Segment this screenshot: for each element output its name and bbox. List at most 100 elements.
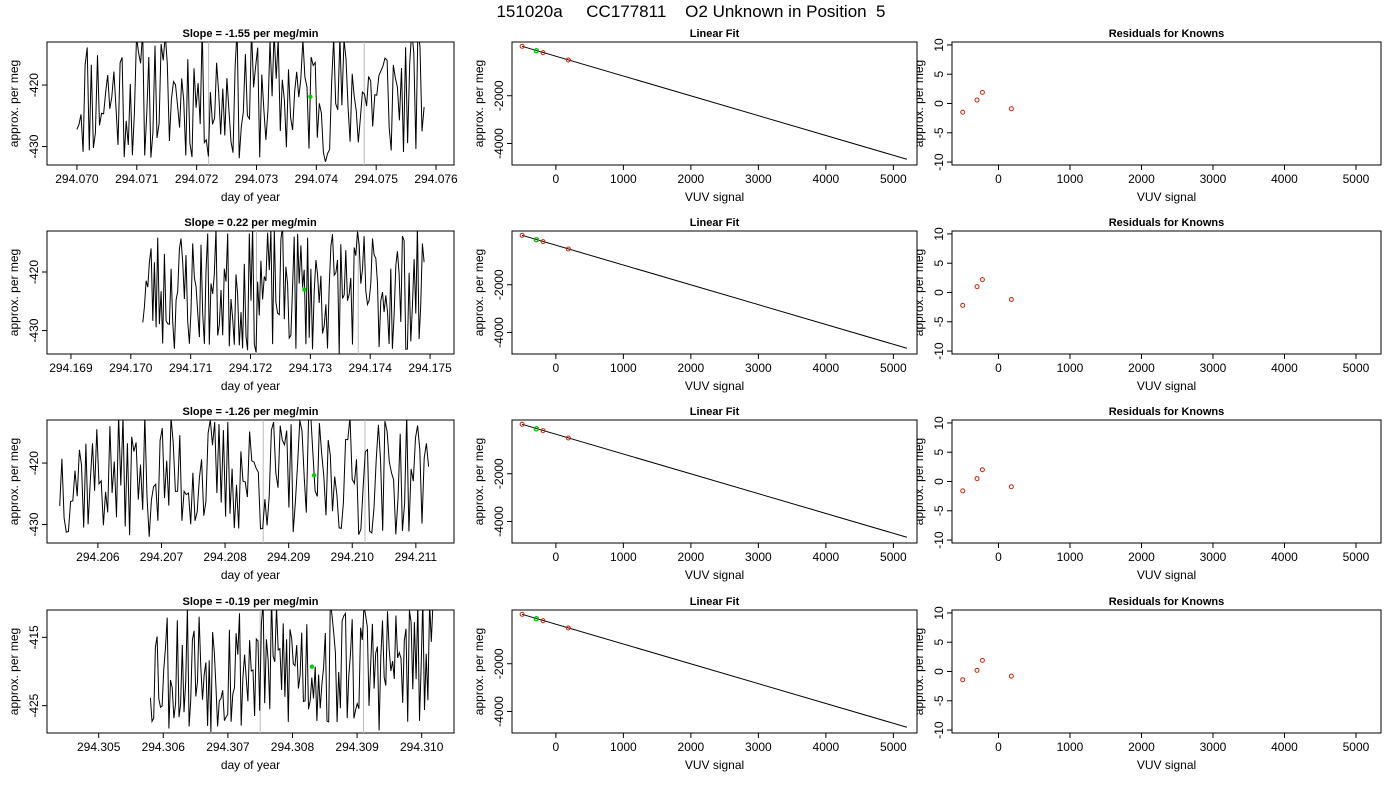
x-tick-label: 5000	[1343, 172, 1370, 186]
x-tick-label: 294.074	[295, 172, 339, 186]
series-line	[59, 420, 430, 537]
y-axis-label: approx. per meg	[912, 60, 926, 147]
x-tick-label: 4000	[1271, 361, 1298, 375]
known-point	[540, 50, 546, 56]
residual-point	[1008, 297, 1014, 303]
x-tick-label: 0	[553, 740, 560, 754]
plot-frame	[511, 609, 918, 734]
y-axis-label: approx. per meg	[7, 60, 21, 147]
x-tick-label: 2000	[1128, 550, 1155, 564]
fit-line	[521, 613, 908, 728]
y-axis-label: approx. per meg	[912, 628, 926, 715]
y-tick-label: -10	[932, 153, 946, 171]
y-axis-label: approx. per meg	[7, 249, 21, 336]
y-tick-label: 10	[932, 606, 946, 620]
fit-line	[521, 423, 908, 538]
x-tick-label: 294.173	[289, 361, 333, 375]
x-tick-label: 1000	[1057, 361, 1084, 375]
y-tick-label: -430	[27, 318, 41, 342]
x-tick-label: 294.310	[400, 740, 444, 754]
plot-area	[960, 277, 1014, 308]
residual-point	[979, 89, 985, 95]
y-tick-label: -2000	[492, 648, 506, 679]
plot-title: Linear Fit	[690, 217, 740, 229]
plot-area	[960, 657, 1014, 683]
x-tick-label: 2000	[678, 550, 705, 564]
plot-title: Residuals for Knowns	[1109, 28, 1225, 40]
x-tick-label: 1000	[610, 361, 637, 375]
y-axis-label: approx. per meg	[912, 249, 926, 336]
x-axis-label: VUV signal	[1137, 379, 1196, 393]
known-point	[540, 428, 546, 434]
x-tick-label: 3000	[745, 550, 772, 564]
x-tick-label: 4000	[813, 550, 840, 564]
page-title: 151020a CC177811 O2 Unknown in Position …	[496, 2, 886, 21]
x-tick-label: 0	[995, 550, 1002, 564]
unknown-point	[308, 94, 313, 99]
x-tick-label: 1000	[610, 740, 637, 754]
x-tick-label: 1000	[1057, 740, 1084, 754]
panel-r2-timeseries: Slope = 0.22 per meg/min 294.169 294.170 29…	[7, 217, 455, 393]
panel-r3-timeseries: Slope = -1.26 per meg/min 294.206 294.207 2…	[7, 406, 455, 582]
x-axis-label: day of year	[221, 190, 280, 204]
known-point	[519, 232, 525, 238]
x-tick-label: 3000	[1200, 172, 1227, 186]
x-tick-label: 3000	[1200, 361, 1227, 375]
x-tick-label: 294.170	[109, 361, 153, 375]
plot-frame	[951, 230, 1382, 355]
plot-area	[519, 232, 908, 349]
y-tick-label: -10	[932, 531, 946, 549]
panel-r1-linear-fit: Linear Fit 0 1000 2000 3000 4000 5000 -2000 -400…	[472, 28, 918, 204]
plot-frame	[511, 230, 918, 355]
plot-title: Residuals for Knowns	[1109, 217, 1225, 229]
y-tick-label: -4000	[492, 506, 506, 537]
plot-title: Residuals for Knowns	[1109, 596, 1225, 608]
x-tick-label: 294.070	[55, 172, 99, 186]
y-tick-label: -2000	[492, 269, 506, 300]
x-axis-label: day of year	[221, 758, 280, 772]
x-tick-label: 294.174	[349, 361, 393, 375]
plot-title: Linear Fit	[690, 406, 740, 418]
x-tick-label: 294.208	[203, 550, 247, 564]
known-point	[540, 239, 546, 245]
panel-r3-linear-fit: Linear Fit 0 1000 2000 3000 4000 5000 -2000 -400…	[472, 406, 918, 582]
x-tick-label: 5000	[880, 361, 907, 375]
x-tick-label: 0	[995, 172, 1002, 186]
y-tick-label: -5	[932, 316, 946, 327]
panel-r1-timeseries: Slope = -1.55 per meg/min 294.070 294.071 2…	[7, 28, 458, 204]
x-axis-label: VUV signal	[1137, 758, 1196, 772]
series-line	[76, 42, 425, 162]
x-tick-label: 2000	[678, 361, 705, 375]
x-axis-label: day of year	[221, 379, 280, 393]
y-tick-label: -5	[932, 695, 946, 706]
y-tick-label: -420	[27, 451, 41, 475]
plot-frame	[951, 41, 1382, 166]
panel-r4-residuals: Residuals for Knowns 0 1000 2000 3000 4000 500…	[912, 596, 1382, 772]
y-tick-label: -5	[932, 505, 946, 516]
y-tick-label: 0	[932, 668, 946, 675]
x-axis-label: VUV signal	[1137, 190, 1196, 204]
y-tick-label: -430	[27, 134, 41, 158]
x-tick-label: 294.169	[49, 361, 93, 375]
known-point	[519, 611, 525, 617]
x-tick-label: 0	[995, 740, 1002, 754]
x-tick-label: 294.309	[335, 740, 379, 754]
residual-point	[974, 476, 980, 482]
x-tick-label: 294.075	[354, 172, 398, 186]
y-tick-label: 5	[932, 71, 946, 78]
x-tick-label: 5000	[880, 172, 907, 186]
x-tick-label: 2000	[1128, 172, 1155, 186]
x-tick-label: 3000	[745, 172, 772, 186]
panel-r4-timeseries: Slope = -0.19 per meg/min 294.305 294.306 2…	[7, 596, 455, 772]
x-tick-label: 0	[995, 361, 1002, 375]
x-tick-label: 0	[553, 172, 560, 186]
unknown-point	[533, 237, 539, 243]
x-tick-label: 1000	[1057, 172, 1084, 186]
fit-line	[521, 45, 908, 160]
plot-frame	[951, 419, 1382, 544]
y-tick-label: 10	[932, 38, 946, 52]
plot-area	[149, 610, 434, 733]
y-tick-label: 5	[932, 639, 946, 646]
x-tick-label: 294.172	[229, 361, 273, 375]
